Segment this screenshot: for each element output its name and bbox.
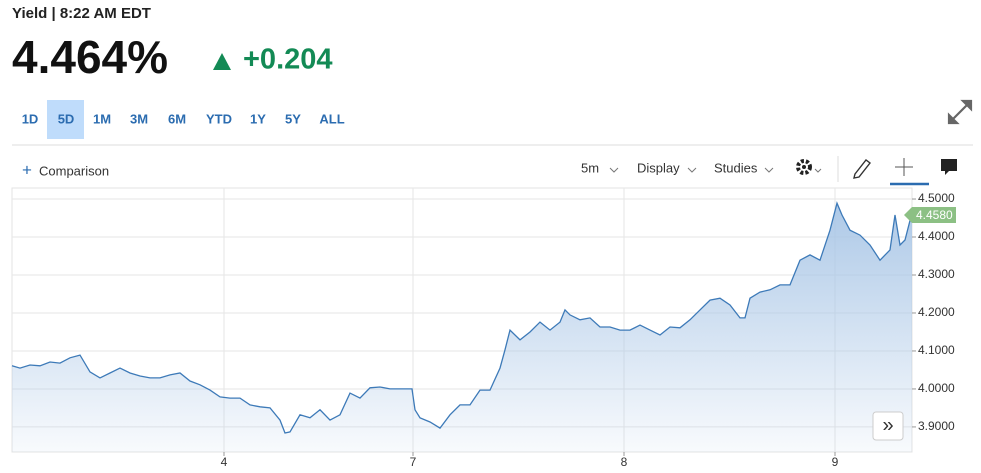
price: 4.464% xyxy=(12,31,168,83)
x-tick-label: 9 xyxy=(832,455,839,469)
draw-icon[interactable] xyxy=(853,159,871,179)
settings-icon[interactable] xyxy=(796,159,822,175)
plus-icon[interactable]: + xyxy=(22,160,32,179)
y-tick-label: 4.5000 xyxy=(918,191,955,205)
range-button[interactable]: YTD xyxy=(206,111,232,126)
range-button[interactable]: 3M xyxy=(130,111,148,126)
y-tick-label: 4.0000 xyxy=(918,381,955,395)
x-tick-label: 4 xyxy=(221,455,228,469)
display-button[interactable]: Display xyxy=(637,160,680,175)
y-tick-label: 3.9000 xyxy=(918,419,955,433)
y-tick-label: 4.1000 xyxy=(918,343,955,357)
crosshair-icon[interactable] xyxy=(895,158,913,176)
x-tick-label: 7 xyxy=(410,455,417,469)
y-tick-label: 4.4000 xyxy=(918,229,955,243)
range-button[interactable]: 1Y xyxy=(250,111,266,126)
current-badge xyxy=(904,206,956,223)
line xyxy=(11,201,913,434)
svg-text:»: » xyxy=(882,414,893,436)
interval-button[interactable]: 5m xyxy=(581,160,599,175)
range-button[interactable]: ALL xyxy=(319,111,344,126)
up-arrow xyxy=(213,53,231,70)
range-button[interactable]: 5Y xyxy=(285,111,301,126)
expand-icon[interactable] xyxy=(947,99,973,125)
comment-icon[interactable] xyxy=(941,159,957,175)
chevron xyxy=(609,167,619,173)
range-button[interactable]: 1D xyxy=(22,111,39,126)
x-tick-label: 8 xyxy=(621,455,628,469)
range-selected xyxy=(47,100,84,139)
chart: 3.9000 4.0000 4.1000 4.2000 4.3000 4.4000 4.50… xyxy=(11,187,956,469)
range-button[interactable]: 6M xyxy=(168,111,186,126)
title: Yield | 8:22 AM EDT xyxy=(12,5,151,22)
y-tick-label: 4.2000 xyxy=(918,305,955,319)
range-button[interactable]: 5D xyxy=(58,111,75,126)
scroll-button[interactable]: » xyxy=(872,411,904,441)
area xyxy=(12,203,912,452)
y-tick-label: 4.3000 xyxy=(918,267,955,281)
range-button[interactable]: 1M xyxy=(93,111,111,126)
change: +0.204 xyxy=(243,44,333,76)
studies-button[interactable]: Studies xyxy=(714,160,758,175)
chevron xyxy=(764,167,774,173)
current-label: 4.4580 xyxy=(916,208,953,222)
chevron xyxy=(687,167,697,173)
comparison-button[interactable]: Comparison xyxy=(39,163,109,178)
